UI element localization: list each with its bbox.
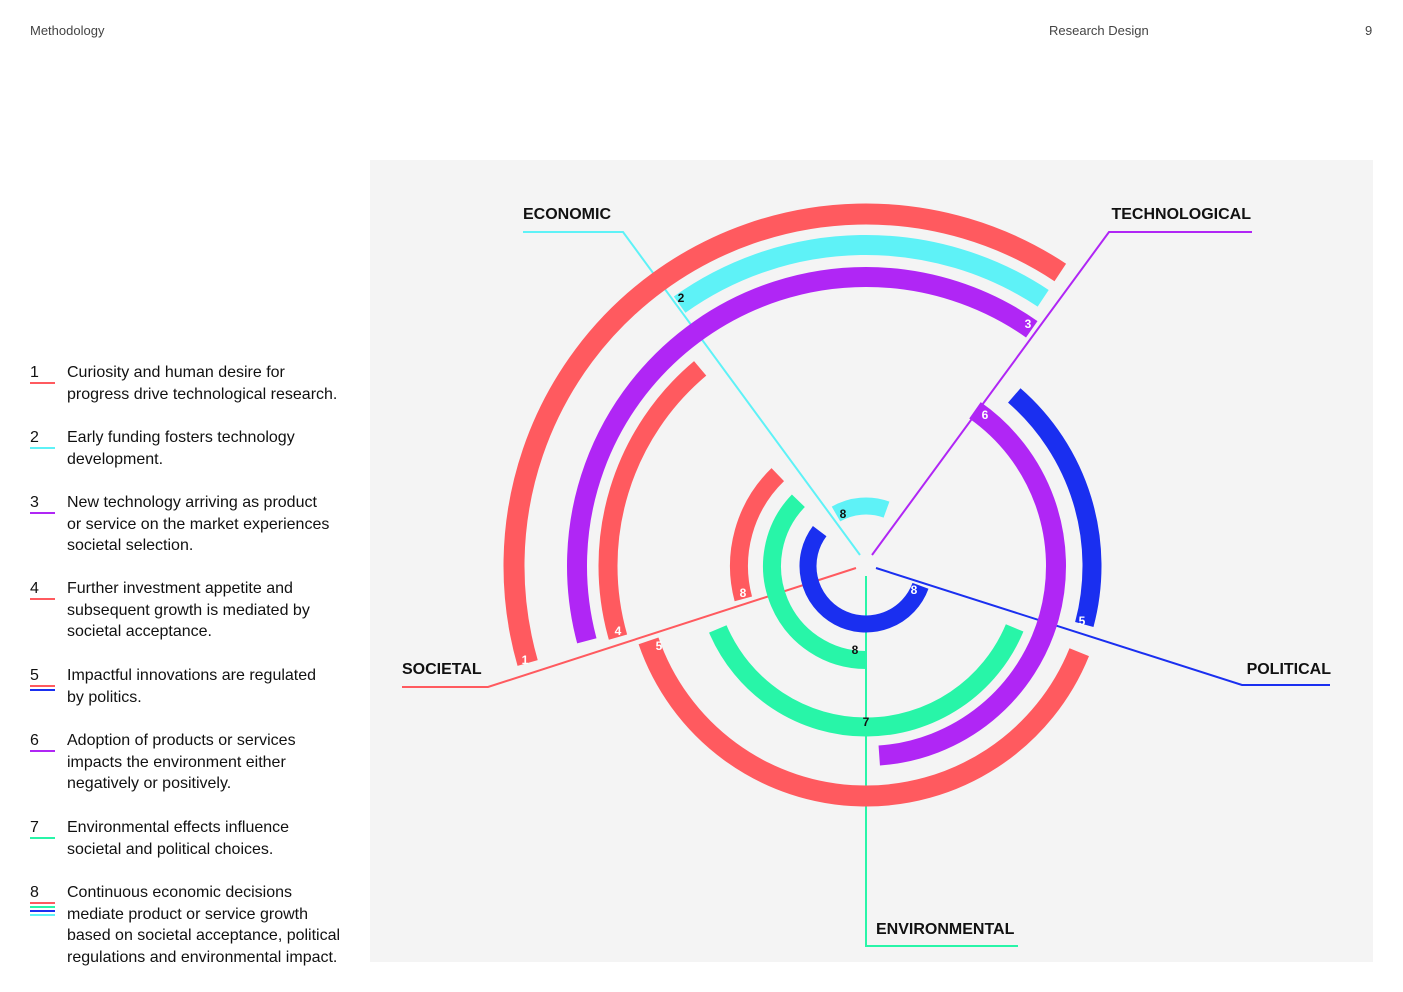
axis-label: POLITICAL <box>1247 661 1332 678</box>
arc-label: 8 <box>852 643 859 657</box>
axis-line <box>865 576 1018 947</box>
arc-label: 1 <box>522 653 529 667</box>
legend-swatch <box>30 902 55 904</box>
legend-text: negatively or positively. <box>67 775 232 793</box>
axis-label: ECONOMIC <box>523 206 611 223</box>
legend-text: regulations and environmental impact. <box>67 948 338 966</box>
legend-number: 1 <box>30 364 39 381</box>
legend-text: Curiosity and human desire for <box>67 364 285 381</box>
legend-number: 6 <box>30 732 39 749</box>
legend-text: or service on the market experiences <box>67 515 330 533</box>
legend-number: 5 <box>30 667 39 684</box>
legend-number: 7 <box>30 819 39 836</box>
legend-text: Further investment appetite and <box>67 580 293 597</box>
legend-swatch <box>30 598 55 600</box>
legend-swatch <box>30 750 55 752</box>
axis-line <box>871 231 1252 556</box>
legend-swatch <box>30 685 55 687</box>
arc <box>878 402 1066 766</box>
legend-text: development. <box>67 450 164 468</box>
arc-label: 2 <box>678 291 685 305</box>
arc-label: 5 <box>656 639 663 653</box>
axis-label: TECHNOLOGICAL <box>1111 206 1251 223</box>
arc <box>799 525 929 633</box>
legend-swatch <box>30 910 55 912</box>
legend-number: 8 <box>30 884 39 901</box>
arc <box>598 361 707 640</box>
legend-text: New technology arriving as product <box>67 494 317 511</box>
legend-number: 2 <box>30 429 39 446</box>
arc-label: 6 <box>982 408 989 422</box>
legend-text: subsequent growth is mediated by <box>67 601 310 619</box>
legend-text: Continuous economic decisions <box>67 884 293 901</box>
legend-swatch <box>30 837 55 839</box>
arc <box>763 494 867 669</box>
axis-label: SOCIETAL <box>402 661 482 678</box>
legend-number: 4 <box>30 580 39 597</box>
arc-label: 8 <box>840 507 847 521</box>
arc-label: 4 <box>615 624 622 638</box>
axis-label: ENVIRONMENTAL <box>876 921 1015 938</box>
legend-number: 3 <box>30 494 39 511</box>
arc <box>831 497 890 522</box>
legend-swatch <box>30 689 55 691</box>
legend-text: progress drive technological research. <box>67 385 338 403</box>
legend-swatch <box>30 382 55 384</box>
legend-text: based on societal acceptance, political <box>67 927 341 945</box>
arc <box>1008 388 1102 627</box>
panel <box>370 160 1373 962</box>
arc <box>673 235 1049 313</box>
arc <box>567 267 1038 644</box>
axis-line <box>402 567 857 688</box>
legend-text: impacts the environment either <box>67 753 286 771</box>
legend-text: Early funding fosters technology <box>67 429 295 446</box>
arc-label: 3 <box>1025 317 1032 331</box>
axis-line <box>523 231 861 556</box>
arc-label: 8 <box>911 583 918 597</box>
arc-label: 5 <box>1079 614 1086 628</box>
arc <box>638 637 1089 807</box>
page-number: 9 <box>1365 23 1373 38</box>
legend-text: mediate product or service growth <box>67 905 308 923</box>
legend-text: by politics. <box>67 688 142 706</box>
legend-text: Impactful innovations are regulated <box>67 667 317 684</box>
legend-text: Environmental effects influence <box>67 819 290 836</box>
arc-label: 8 <box>740 586 747 600</box>
arc <box>730 468 785 602</box>
legend-text: Adoption of products or services <box>67 732 296 749</box>
legend-swatch <box>30 906 55 908</box>
legend-text: societal acceptance. <box>67 623 212 641</box>
legend-swatch <box>30 447 55 449</box>
header-center: Research Design <box>1049 23 1149 38</box>
legend-swatch <box>30 914 55 916</box>
arc-label: 7 <box>863 715 870 729</box>
arc <box>709 624 1024 737</box>
arc <box>503 203 1067 666</box>
axis-line <box>875 567 1330 686</box>
legend-text: societal selection. <box>67 537 194 555</box>
legend-text: societal and political choices. <box>67 840 274 858</box>
legend-swatch <box>30 512 55 514</box>
header-left: Methodology <box>30 23 105 38</box>
